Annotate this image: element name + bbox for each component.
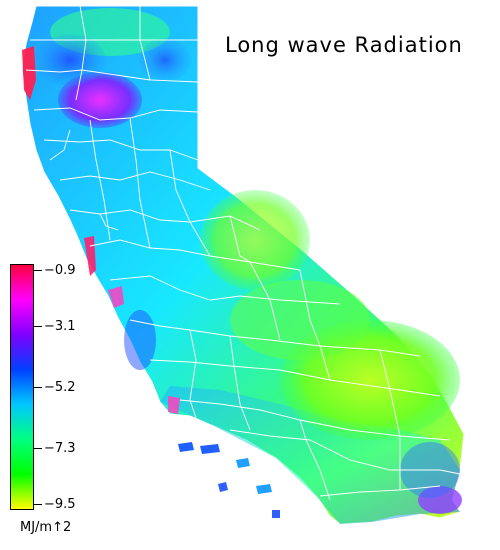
channel-island-3 [236,458,250,468]
legend-label-5: −9.5 [44,497,76,512]
color-legend: −0.9 −3.1 −5.2 −7.3 −9.5 MJ/m↑2 [10,263,130,535]
bay-high-strip [84,236,96,276]
legend-label-3: −5.2 [44,380,76,395]
north-coast-high-strip [22,46,36,100]
legend-tick [34,504,42,505]
legend-tick [34,270,42,271]
channel-island-1 [178,442,194,452]
legend-label-4: −7.3 [44,441,76,456]
channel-island-5 [218,482,228,492]
legend-tick [34,387,42,388]
legend-units: MJ/m↑2 [20,520,72,535]
legend-color-bar [10,264,34,510]
south-coast-high-strip [168,396,180,414]
southeast-purple-zone [418,486,462,514]
channel-island-6 [272,510,280,518]
map-title: Long wave Radiation [225,33,463,57]
legend-tick [34,326,42,327]
channel-island-2 [200,444,220,454]
coast-blue-zone [124,310,156,370]
valley-low-zone [200,190,310,290]
legend-tick [34,448,42,449]
north-blue-zone [34,34,106,86]
channel-island-4 [256,484,272,494]
northeast-blue-zone [139,38,191,82]
southern-region-shade [160,386,460,524]
legend-label-1: −0.9 [44,263,76,278]
sierra-green-zone [230,280,370,360]
central-coast-high-strip [108,286,124,308]
legend-label-2: −3.1 [44,319,76,334]
county-boundaries [25,5,461,501]
